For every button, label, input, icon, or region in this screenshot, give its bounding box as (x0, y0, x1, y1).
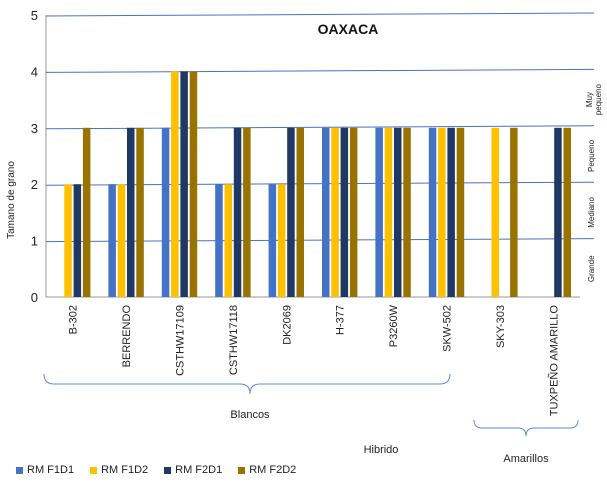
bar (510, 127, 518, 297)
x-tick-label: CSTHW17109 (175, 305, 187, 376)
bar (554, 127, 562, 297)
legend-item: RM F1D1 (16, 464, 74, 476)
bar (243, 127, 251, 297)
y-tick-labels: 0 1 2 3 4 5 (31, 8, 38, 305)
bar (136, 127, 144, 297)
bar (233, 127, 242, 297)
right-label: Muypequeno (585, 83, 603, 115)
y-tick-label: 3 (31, 121, 38, 136)
bar (277, 184, 286, 297)
x-tick-label: BERRENDO (121, 305, 133, 368)
right-label: Mediano (587, 197, 596, 228)
y-tick-label: 4 (31, 64, 38, 79)
y-tick-label: 2 (31, 177, 38, 192)
x-tick-labels: B-302 BERRENDO CSTHW17109 CSTHW17118 DK2069 H… (68, 304, 561, 416)
blancos-bracket (43, 373, 451, 395)
y-tick-label: 0 (31, 290, 38, 305)
bar (491, 127, 499, 297)
right-category-labels: Muypequeno Pequeno Mediano Grande (585, 83, 603, 282)
bar (394, 127, 402, 297)
amarillos-label: Amarillos (503, 453, 549, 465)
legend-label: RM F2D1 (175, 464, 223, 476)
bar (171, 71, 179, 298)
x-tick-label: TUXPEÑO AMARILLO (547, 305, 560, 417)
bar (108, 184, 116, 297)
y-axis-label: Tamano de grano (6, 161, 17, 239)
bar (287, 127, 295, 297)
legend-swatch (90, 466, 98, 474)
hibrido-label: Hibrido (364, 444, 399, 456)
chart-title: OAXACA (318, 21, 379, 37)
bar (340, 127, 349, 297)
legend-swatch (164, 466, 172, 474)
gridline (45, 68, 595, 73)
bar (563, 127, 571, 297)
amarillos-bracket (473, 419, 579, 437)
bar (127, 127, 135, 297)
bar (384, 127, 393, 297)
y-tick-label: 5 (31, 8, 38, 23)
legend-item: RM F2D1 (164, 464, 222, 476)
bar (447, 127, 455, 297)
bar (296, 127, 304, 297)
legend: RM F1D1 RM F1D2 RM F2D1 RM F2D2 (16, 464, 296, 476)
bar (189, 71, 198, 298)
bar (322, 127, 330, 297)
right-label: Grande (587, 255, 596, 282)
bars (64, 71, 571, 298)
bar (268, 184, 277, 297)
bar (349, 127, 358, 297)
bar (331, 127, 339, 297)
x-tick-label: DK2069 (281, 305, 293, 345)
gridline (45, 12, 595, 17)
bar (375, 127, 383, 297)
blancos-label: Blancos (230, 409, 270, 421)
x-tick-label: H-377 (335, 305, 347, 335)
x-tick-label: CSTHW17118 (228, 305, 240, 375)
x-tick-label: SKY-303 (495, 305, 507, 348)
legend-swatch (238, 466, 246, 474)
right-label: Pequeno (587, 139, 596, 172)
legend-label: RM F1D1 (27, 464, 75, 476)
legend-item: RM F2D2 (238, 464, 296, 476)
legend-item: RM F1D2 (90, 464, 148, 476)
bar (64, 184, 72, 297)
legend-label: RM F1D2 (101, 464, 149, 476)
bar (438, 127, 446, 297)
bar (403, 127, 411, 297)
legend-swatch (16, 466, 23, 474)
x-tick-label: SKW-502 (442, 305, 454, 352)
bar (428, 127, 437, 297)
bar (180, 71, 188, 298)
bar (215, 184, 223, 297)
bar (117, 184, 126, 297)
bar (82, 127, 91, 297)
bar (161, 127, 170, 297)
x-tick-label: P3260W (388, 304, 400, 347)
bar (224, 184, 232, 297)
y-tick-label: 1 (31, 234, 38, 249)
legend-label: RM F2D2 (249, 464, 297, 476)
bar (73, 184, 82, 297)
x-tick-label: B-302 (68, 305, 80, 334)
bar (456, 127, 465, 297)
